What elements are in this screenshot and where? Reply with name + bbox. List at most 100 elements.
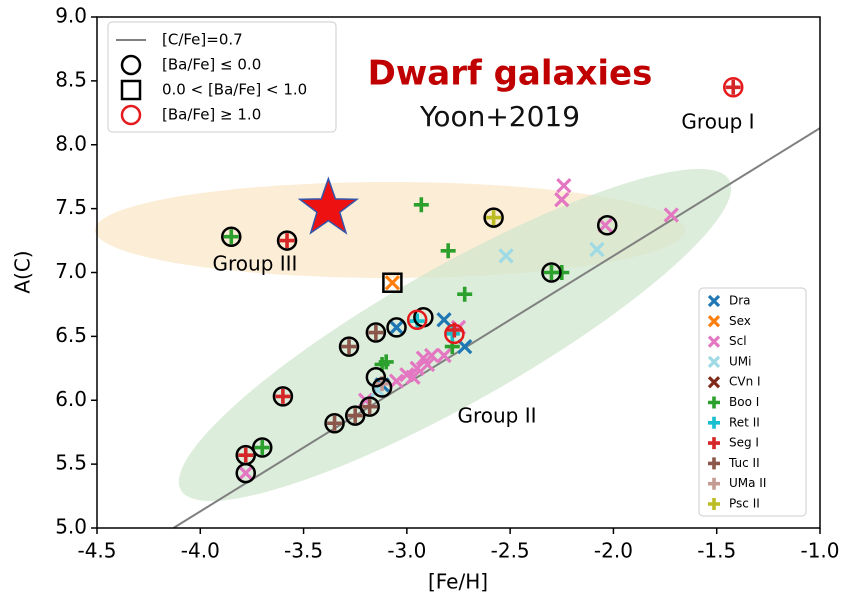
circle-marker	[252, 437, 273, 458]
x-tick-label: -1.0	[800, 539, 839, 563]
x-marker	[384, 275, 401, 291]
square-marker	[120, 79, 142, 101]
legend-label: Seg I	[729, 436, 759, 450]
circle-marker	[235, 462, 256, 484]
x-marker	[436, 312, 452, 328]
plus-marker	[347, 408, 363, 424]
circle-marker	[406, 309, 428, 331]
circle-marker	[444, 323, 465, 345]
y-axis-label: A(C)	[11, 250, 35, 293]
chart-title: Dwarf galaxies	[368, 54, 653, 94]
y-tick-label: 5.5	[55, 451, 87, 475]
legend-label: Boo I	[729, 395, 759, 409]
plus-marker	[725, 79, 741, 95]
circle-marker	[120, 54, 142, 76]
plus-marker	[238, 447, 254, 463]
plus-marker	[708, 396, 720, 409]
x-marker	[419, 356, 436, 373]
circle-marker	[386, 317, 407, 338]
y-tick-label: 5.0	[55, 515, 87, 539]
x-marker	[707, 376, 721, 389]
x-marker	[424, 347, 440, 364]
y-tick-label: 7.5	[55, 195, 87, 219]
plus-marker	[341, 339, 357, 355]
x-marker	[707, 315, 721, 328]
y-tick-label: 6.0	[55, 387, 87, 411]
plus-marker	[279, 233, 295, 249]
legend-label: Sex	[729, 314, 751, 328]
circle-marker	[338, 336, 360, 357]
circle-marker	[541, 262, 562, 283]
plus-marker	[223, 229, 239, 245]
circle-marker	[120, 104, 142, 126]
plus-marker	[708, 416, 720, 429]
circle-marker	[276, 230, 298, 251]
x-tick-label: -3.0	[387, 539, 426, 563]
x-marker	[498, 248, 514, 264]
x-marker	[405, 369, 421, 385]
x-marker	[388, 373, 405, 389]
legend-label: 0.0 < [Ba/Fe] < 1.0	[162, 81, 307, 99]
legend-label: Ret II	[729, 415, 760, 429]
legend-label: Tuc II	[728, 456, 760, 470]
x-marker	[589, 241, 605, 258]
circle-marker	[221, 226, 242, 247]
legend-label: [Ba/Fe] ≥ 1.0	[162, 106, 261, 124]
plus-marker	[708, 457, 720, 470]
plus-marker	[708, 498, 720, 510]
circle-marker	[596, 214, 618, 236]
x-marker	[597, 217, 613, 233]
circle-marker	[722, 77, 744, 98]
chart-subtitle: Yoon+2019	[419, 100, 580, 133]
circle-marker	[365, 322, 387, 343]
annotation: Group III	[213, 252, 298, 276]
x-tick-label: -1.5	[697, 539, 736, 563]
x-tick-label: -2.0	[594, 539, 633, 563]
x-marker	[707, 294, 721, 308]
y-tick-label: 6.5	[55, 323, 87, 347]
plus-marker	[378, 354, 394, 370]
x-tick-label: -3.5	[284, 539, 323, 563]
plus-marker	[275, 388, 291, 404]
legend-label: [Ba/Fe] ≤ 0.0	[162, 56, 261, 74]
plus-marker	[708, 477, 720, 490]
legend-galaxies	[698, 287, 807, 517]
x-marker	[707, 335, 721, 348]
legend-ba	[107, 21, 337, 133]
legend-label: UMa II	[729, 476, 766, 490]
x-tick-label: -4.0	[181, 539, 220, 563]
x-marker	[554, 192, 570, 208]
plus-marker	[413, 197, 429, 213]
legend-label: Scl	[729, 334, 747, 348]
square-marker	[382, 272, 403, 293]
y-tick-label: 7.0	[55, 259, 87, 283]
circle-marker	[365, 367, 387, 388]
plus-marker	[554, 265, 570, 280]
circle-marker	[483, 207, 504, 228]
x-axis-label: [Fe/H]	[428, 570, 488, 594]
plot-area	[172, 77, 821, 529]
legend-label: Psc II	[729, 497, 760, 511]
x-marker	[457, 338, 473, 355]
x-marker	[556, 177, 572, 194]
y-tick-label: 8.0	[55, 131, 87, 155]
legend-label: Dra	[729, 294, 751, 308]
plus-marker	[368, 325, 384, 341]
x-marker	[707, 355, 721, 369]
plus-marker	[254, 440, 270, 456]
legend: [C/Fe]=0.7 Dra Sex Scl UMi CVn I Boo I Ret II Se…	[116, 31, 766, 511]
circle-marker	[324, 412, 345, 434]
y-tick-label: 9.0	[55, 4, 87, 28]
x-marker	[409, 360, 425, 376]
x-marker	[238, 465, 254, 481]
x-marker	[436, 347, 452, 364]
circle-marker	[359, 396, 380, 417]
plus-marker	[409, 313, 425, 329]
plus-marker	[486, 210, 502, 226]
x-tick-label: -2.5	[491, 539, 530, 563]
plus-marker	[327, 415, 343, 431]
circle-marker	[272, 386, 294, 407]
x-marker	[663, 207, 679, 223]
x-tick-label: -4.5	[77, 539, 116, 563]
